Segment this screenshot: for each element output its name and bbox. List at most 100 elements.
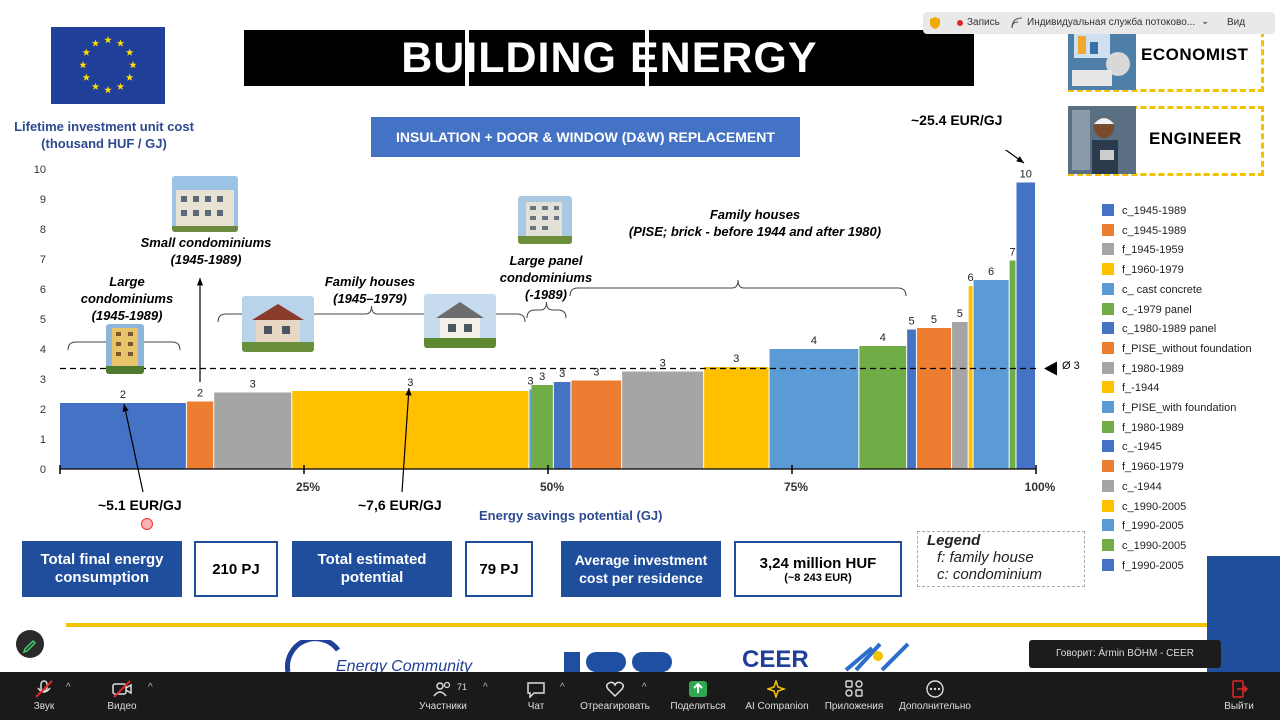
chevron-up-icon[interactable]: ^: [483, 682, 488, 693]
y-tick-label: 1: [40, 434, 46, 446]
y-axis-title-line2: (thousand HUF / GJ): [41, 136, 167, 151]
chevron-up-icon[interactable]: ^: [642, 682, 647, 693]
leave-icon: [1232, 680, 1249, 698]
x-tick-label: 100%: [1025, 480, 1056, 494]
partner-logo: [564, 652, 672, 672]
engineer-illustration-icon: [1068, 106, 1136, 174]
legend-swatch: [1102, 282, 1114, 295]
engineer-label: ENGINEER: [1149, 129, 1242, 148]
y-tick-label: 9: [40, 194, 46, 206]
panel-condo-photo: [518, 196, 572, 244]
chevron-up-icon[interactable]: ^: [560, 682, 565, 693]
bar-data-label: 7: [1010, 247, 1016, 259]
title-word-1: BUILDING: [401, 34, 618, 82]
eu-star: [82, 48, 91, 56]
legend-label: f_PISE_without foundation: [1122, 342, 1252, 355]
legend-swatch: [1102, 243, 1114, 256]
recording-label[interactable]: Запись: [967, 17, 1000, 28]
legend-label: f_PISE_with foundation: [1122, 402, 1237, 414]
chevron-down-icon[interactable]: ⌄: [1201, 16, 1210, 27]
category-large-condos: Large condominiums (1945-1989): [72, 273, 182, 324]
presentation-slide: BUILDING ENERGY PERFORMANCE Lifetime inv…: [8, 22, 1280, 673]
audio-button[interactable]: Звук: [22, 672, 66, 720]
legend-swatch: [1102, 499, 1114, 512]
bar-data-label: 5: [908, 316, 914, 328]
leave-button[interactable]: Выйти: [1219, 672, 1259, 720]
legend-label: c_1980-1989 panel: [1122, 323, 1217, 336]
bar-data-label: 3: [407, 377, 413, 389]
legend-label: c_1945-1989: [1122, 205, 1187, 217]
chart-bar: [529, 389, 532, 469]
category-line: Family houses: [324, 274, 416, 289]
title-divider: [465, 30, 469, 86]
chart-bar: [769, 349, 859, 469]
legend-label: c_1990-2005: [1122, 539, 1187, 552]
category-line: (PISE; brick - before 1944 and after 198…: [628, 224, 882, 239]
bar-data-label: 3: [559, 368, 565, 380]
more-button[interactable]: Дополнительно: [896, 672, 974, 720]
more-icon: [926, 680, 944, 698]
stat-total-final-value: 210 PJ: [194, 541, 278, 597]
legend-item: c_1945-1989: [1102, 223, 1186, 238]
y-axis-title: Lifetime investment unit cost (thousand …: [8, 118, 200, 152]
eu-star: [104, 86, 112, 94]
ai-companion-button[interactable]: AI Companion: [742, 672, 812, 720]
category-line: (1945–1979): [333, 291, 407, 306]
legend-item: f_1960-1979: [1102, 263, 1184, 277]
category-line: Family houses: [709, 207, 801, 222]
broadcast-icon: [1011, 17, 1023, 29]
legend-label: c_1990-2005: [1122, 500, 1187, 513]
y-tick-label: 5: [40, 314, 46, 326]
active-speaker-label: Говорит: Ármin BÖHM - CEER: [1029, 640, 1221, 668]
eu-star: [82, 73, 91, 81]
stream-label[interactable]: Индивидуальная служба потоково...: [1027, 17, 1196, 28]
video-button[interactable]: Видео: [100, 672, 144, 720]
energy-community-logo: Energy Community: [285, 640, 473, 672]
chart-bar: [1016, 182, 1035, 469]
category-family-houses-late: Family houses (PISE; brick - before 1944…: [595, 206, 915, 240]
chart-bar: [60, 403, 186, 469]
chart-bar: [704, 367, 769, 469]
chat-button[interactable]: Чат: [518, 672, 554, 720]
abbreviation-legend-line: c: condominium: [937, 566, 1043, 583]
x-tick-label: 75%: [784, 480, 808, 494]
chart-bar: [292, 391, 529, 469]
react-button[interactable]: Отреагировать: [580, 672, 650, 720]
legend-label: c_-1944: [1122, 480, 1162, 493]
eu-flag-logo: [51, 27, 165, 104]
average-marker-icon: [1044, 361, 1057, 376]
legend-item: f_1990-2005: [1102, 558, 1184, 573]
chevron-up-icon[interactable]: ^: [148, 682, 153, 693]
chat-icon: [527, 682, 545, 698]
chat-label: Чат: [527, 701, 545, 712]
laser-pointer-icon: [141, 518, 153, 530]
react-label: Отреагировать: [580, 701, 650, 712]
chart-bar: [186, 401, 214, 469]
eu-star: [125, 48, 134, 56]
legend-item: c_1990-2005: [1102, 499, 1187, 514]
title-word-2: ENERGY: [629, 34, 817, 82]
slide-title: BUILDING ENERGY PERFORMANCE: [244, 30, 974, 138]
category-line: (-1989): [525, 287, 567, 302]
apps-button[interactable]: Приложения: [820, 672, 888, 720]
chart-bar: [1009, 260, 1016, 469]
category-line: condominiums: [499, 270, 593, 285]
share-screen-button[interactable]: Поделиться: [668, 672, 728, 720]
ai-companion-label: AI Companion: [745, 701, 809, 712]
bar-data-label: 3: [250, 379, 256, 391]
legend-item: f_1990-2005: [1102, 519, 1184, 533]
annotate-button[interactable]: [16, 630, 44, 658]
legend-item: c_-1944: [1102, 479, 1162, 494]
y-tick-label: 6: [40, 284, 46, 296]
participants-button[interactable]: Участники: [414, 672, 472, 720]
category-bracket: [526, 301, 567, 319]
apps-icon: [845, 680, 863, 697]
eu-star: [116, 39, 125, 47]
category-line: Small condominiums: [140, 235, 272, 250]
chevron-up-icon[interactable]: ^: [66, 682, 71, 693]
participants-icon: [433, 681, 451, 697]
bar-data-label: 3: [527, 376, 533, 388]
view-button[interactable]: Вид: [1227, 17, 1246, 28]
legend-swatch: [1102, 361, 1114, 374]
category-line: Large panel: [509, 253, 583, 268]
